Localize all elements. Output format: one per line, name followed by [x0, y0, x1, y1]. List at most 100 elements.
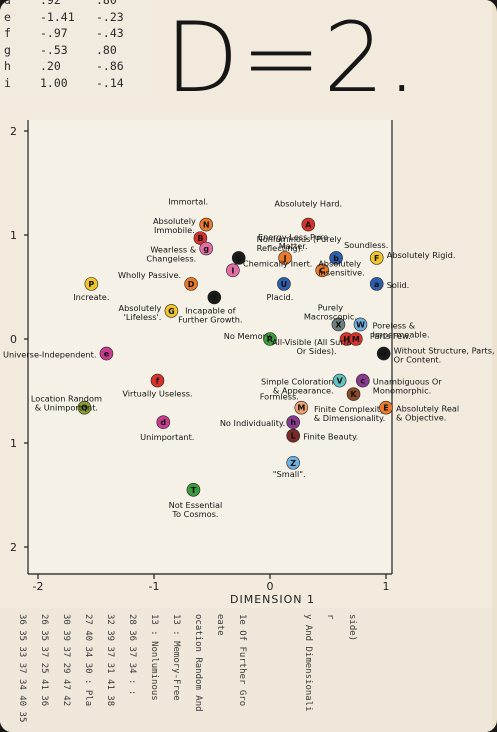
- point-label: "Small".: [273, 469, 306, 479]
- printout-line: 13 : Memory-Free: [171, 614, 181, 701]
- point-letter: H: [343, 335, 350, 344]
- point-letter: B: [197, 234, 203, 243]
- coefficient-row: i 1.00 -.14: [0, 77, 150, 90]
- coefficient-value: -.86: [96, 59, 124, 73]
- data-point-P: P Increate.: [73, 277, 109, 302]
- point-label: Soundless.: [344, 240, 388, 250]
- data-point-U: U Placid.: [267, 277, 294, 302]
- data-point-e: e Universe-Independent.: [3, 346, 114, 361]
- point-label: Poreless & Impermeable.: [372, 320, 429, 339]
- point-letter: N: [203, 221, 210, 230]
- point-marker: [376, 346, 391, 361]
- x-tick-label: -1: [149, 580, 160, 593]
- data-point-Z: Z"Small".: [273, 455, 306, 479]
- point-marker: [263, 332, 277, 346]
- point-marker: [331, 317, 346, 332]
- printout-line: y And Dimensionali: [303, 614, 313, 712]
- coefficient-value: -.53: [40, 42, 68, 57]
- point-marker: [231, 251, 246, 265]
- point-letter: Y: [210, 293, 217, 302]
- point-marker: [193, 231, 208, 245]
- coefficient-row: g -.53 .80: [0, 44, 150, 57]
- data-point-zero: 0 Without Structure, Parts, Or Content.: [376, 346, 495, 365]
- point-label: Placid.: [267, 292, 294, 302]
- point-marker: [286, 415, 301, 430]
- point-label: Simple Coloration & Appearance.: [261, 377, 334, 396]
- y-tick-label: 0: [10, 333, 17, 346]
- point-marker: [286, 428, 301, 443]
- point-marker: [379, 400, 393, 415]
- coefficient-value: -.43: [96, 26, 124, 40]
- point-letter: E: [383, 404, 388, 413]
- point-marker: [369, 277, 384, 291]
- point-marker: [77, 400, 92, 415]
- point-label: Absolutely Hard.: [274, 199, 342, 209]
- point-marker: [286, 455, 301, 470]
- printout-line: 1e Of Further Gro: [237, 614, 247, 707]
- point-label: Virtually Useless.: [122, 389, 192, 399]
- point-letter: D: [188, 280, 195, 289]
- point-marker: [150, 373, 165, 388]
- data-point-J: J Energy-Less Pure Matter.: [258, 232, 328, 265]
- point-letter: W: [356, 320, 365, 329]
- point-label: Absolutely 'Lifeless'.: [118, 303, 161, 322]
- data-point-N: N Immortal.: [168, 197, 213, 232]
- point-letter: P: [88, 280, 94, 289]
- data-point-h: h No Individuality.: [220, 415, 301, 430]
- point-letter: Q: [81, 404, 88, 413]
- point-label: All-Visible (All Surface Or Sides).: [272, 337, 361, 356]
- point-label: Unambiguous Or Monomorphic.: [373, 377, 443, 396]
- data-point-L: L Finite Beauty.: [286, 428, 358, 443]
- point-marker: [301, 217, 316, 232]
- point-label: Purely Macroscopic.: [304, 302, 357, 321]
- point-letter: J: [283, 254, 287, 263]
- point-marker: [84, 277, 99, 291]
- point-label: Absolutely Insensitive.: [318, 258, 365, 277]
- point-label: Increate.: [73, 292, 109, 302]
- point-letter: F: [374, 254, 379, 263]
- x-tick-label: 0: [267, 580, 274, 593]
- x-tick-label: 1: [383, 580, 390, 593]
- coefficient-row: e -1.41 -.23: [0, 11, 150, 24]
- point-label: No Individuality.: [220, 418, 285, 428]
- coefficient-value: .80: [96, 0, 117, 7]
- point-letter: 0: [381, 350, 387, 359]
- printout-line: 13 : Nonluminous: [149, 614, 159, 701]
- data-point-g: g Wearless & Changeless.: [146, 241, 213, 264]
- point-letter: V: [336, 377, 343, 386]
- data-point-f: f Virtually Useless.: [122, 373, 193, 399]
- point-label: Incapable of Further Growth.: [178, 305, 242, 324]
- point-marker: [315, 263, 330, 278]
- point-label: Formless.: [260, 392, 299, 402]
- point-marker: [186, 482, 201, 497]
- point-letter: h: [290, 418, 296, 427]
- point-letter: U: [281, 280, 288, 289]
- printout-line: 36 35 33 37 34 40 35: [17, 614, 27, 723]
- x-axis-label: DIMENSION 1: [230, 593, 315, 606]
- point-letter: M: [297, 404, 305, 413]
- point-letter: L: [291, 432, 296, 441]
- printout-line: 30 39 37 29 47 42: [61, 614, 71, 707]
- y-tick-label: 2: [10, 541, 17, 554]
- point-letter: K: [350, 390, 357, 399]
- data-point-d: d Unimportant.: [140, 415, 194, 442]
- printout-line: 27 40 34 30 : Pla: [83, 614, 93, 707]
- data-point-I: I Chemically Inert.: [226, 258, 312, 278]
- coefficient-value: .80: [96, 42, 117, 57]
- point-letter: G: [168, 307, 175, 316]
- point-label: Not Essential To Cosmos.: [169, 500, 223, 519]
- coefficient-value: -.23: [96, 9, 124, 24]
- point-label: Parts Few.: [370, 331, 411, 341]
- point-label: Energy-Less Pure Matter.: [258, 232, 328, 251]
- data-point-S: S Nonluminous (Purely Reflecting).: [231, 234, 342, 265]
- point-marker: [294, 400, 309, 415]
- coefficient-value: .20: [40, 59, 61, 73]
- point-marker: [99, 346, 114, 361]
- point-marker: [332, 373, 347, 388]
- axes: [27, 120, 393, 575]
- point-letter: C: [319, 266, 325, 275]
- ticks: -2 -1 0 1 2 1 0 1 2: [10, 125, 390, 593]
- coefficient-row: h .20 -.86: [0, 60, 150, 73]
